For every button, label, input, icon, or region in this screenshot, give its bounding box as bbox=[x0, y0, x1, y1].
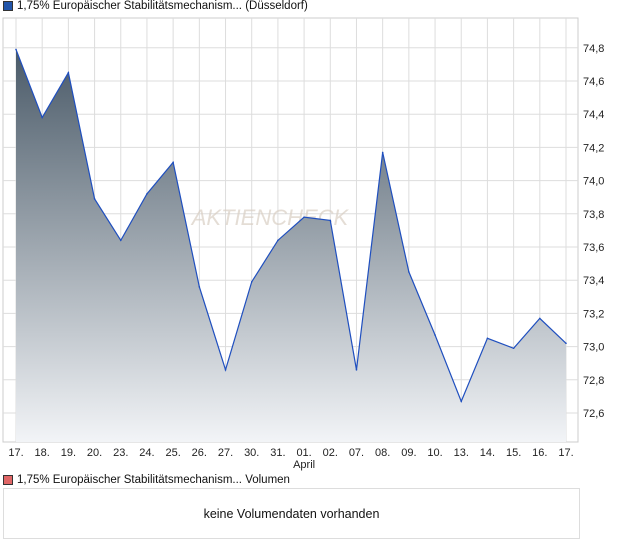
x-tick-label: 30. bbox=[244, 447, 259, 459]
price-chart: 72,6 72,8 73,0 73,2 73,4 73,6 73,8 74,0 74,2 74,4… bbox=[2, 17, 604, 471]
price-point bbox=[381, 151, 384, 154]
price-point bbox=[146, 193, 148, 195]
price-point bbox=[486, 337, 489, 340]
x-tick-label: 16. bbox=[532, 447, 547, 459]
volume-empty-message: keine Volumendaten vorhanden bbox=[203, 506, 380, 521]
y-tick-label: 74,2 bbox=[583, 142, 604, 154]
x-tick-label: 01. bbox=[296, 447, 311, 459]
y-tick-label: 73,0 bbox=[583, 342, 604, 354]
x-tick-label: 10. bbox=[427, 447, 442, 459]
x-tick-label: 31. bbox=[270, 447, 285, 459]
x-tick-label: 13. bbox=[454, 447, 469, 459]
price-point bbox=[224, 369, 227, 371]
y-tick-label: 74,0 bbox=[583, 176, 604, 188]
price-point bbox=[434, 334, 436, 336]
volume-legend: 1,75% Europäischer Stabilitätsmechanism.… bbox=[3, 474, 290, 486]
price-line bbox=[15, 49, 567, 403]
x-tick-label: 24. bbox=[139, 447, 154, 459]
x-tick-label: 19. bbox=[61, 447, 76, 459]
y-tick-label: 72,6 bbox=[583, 408, 604, 420]
price-point bbox=[303, 216, 305, 218]
price-point bbox=[119, 239, 122, 242]
price-point bbox=[329, 219, 332, 222]
x-tick-label: 14. bbox=[480, 447, 495, 459]
y-tick-label: 74,4 bbox=[583, 109, 604, 121]
price-point bbox=[250, 281, 253, 283]
volume-legend-swatch bbox=[3, 475, 13, 485]
y-tick-label: 73,4 bbox=[583, 275, 604, 287]
x-tick-label: 27. bbox=[218, 447, 233, 459]
x-month-label: April bbox=[293, 459, 315, 471]
x-tick-label: 02. bbox=[323, 447, 338, 459]
price-point bbox=[277, 239, 279, 242]
x-tick-label: 20. bbox=[87, 447, 102, 459]
price-point bbox=[539, 317, 541, 320]
price-point bbox=[41, 116, 43, 119]
price-point bbox=[460, 400, 463, 403]
y-tick-label: 74,8 bbox=[583, 43, 604, 55]
price-point bbox=[198, 286, 201, 288]
price-point bbox=[172, 161, 174, 164]
price-point bbox=[408, 271, 410, 273]
y-tick-label: 73,6 bbox=[583, 242, 604, 254]
price-point bbox=[512, 347, 515, 350]
volume-legend-label: 1,75% Europäischer Stabilitätsmechanism.… bbox=[17, 474, 290, 486]
x-tick-label: 25. bbox=[165, 447, 180, 459]
x-tick-label: 23. bbox=[113, 447, 128, 459]
x-tick-label: 07. bbox=[349, 447, 364, 459]
price-area bbox=[16, 49, 566, 443]
y-tick-label: 73,2 bbox=[583, 308, 604, 320]
price-point bbox=[67, 71, 70, 74]
x-tick-label: 15. bbox=[506, 447, 521, 459]
x-tick-label: 08. bbox=[375, 447, 390, 459]
x-tick-label: 09. bbox=[401, 447, 416, 459]
x-tick-label: 26. bbox=[192, 447, 207, 459]
y-tick-label: 73,8 bbox=[583, 209, 604, 221]
price-legend-swatch bbox=[3, 1, 13, 11]
price-point bbox=[565, 342, 567, 345]
x-tick-label: 18. bbox=[35, 447, 50, 459]
price-point bbox=[15, 48, 17, 51]
volume-panel: keine Volumendaten vorhanden bbox=[3, 488, 580, 539]
y-tick-label: 74,6 bbox=[583, 76, 604, 88]
price-point bbox=[355, 369, 358, 371]
price-legend-label: 1,75% Europäischer Stabilitätsmechanism.… bbox=[17, 0, 308, 12]
x-tick-label: 17. bbox=[558, 447, 573, 459]
price-point bbox=[93, 198, 96, 200]
x-tick-label: 17. bbox=[8, 447, 23, 459]
y-tick-label: 72,8 bbox=[583, 375, 604, 387]
price-legend: 1,75% Europäischer Stabilitätsmechanism.… bbox=[3, 0, 308, 12]
